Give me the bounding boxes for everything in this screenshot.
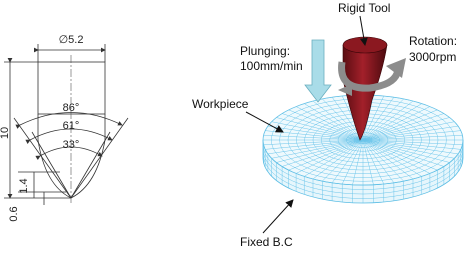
mesh-line xyxy=(362,98,404,141)
mesh-line xyxy=(362,139,385,185)
mesh-line xyxy=(362,130,461,141)
mesh-line xyxy=(271,121,364,141)
rotation-arrow xyxy=(386,58,406,78)
angle-label: 33° xyxy=(63,139,80,151)
mesh-line xyxy=(312,100,364,141)
mesh-line xyxy=(263,135,364,141)
mesh-line xyxy=(362,125,459,141)
mesh-line xyxy=(362,139,463,145)
mesh-line xyxy=(362,139,414,180)
mesh-line xyxy=(263,148,463,195)
mesh-line xyxy=(362,139,404,182)
mesh-line xyxy=(362,139,431,174)
mesh-line xyxy=(362,139,450,163)
mesh-line xyxy=(263,153,463,199)
cone-height-label: 1.4 xyxy=(18,178,30,193)
height-label: 10 xyxy=(0,127,11,139)
diameter-label: ∅5.2 xyxy=(59,34,84,46)
mesh-line xyxy=(362,139,444,167)
plunge-rate-label: 100mm/min xyxy=(240,59,303,73)
mesh-line xyxy=(271,139,364,159)
mesh-line xyxy=(331,139,364,183)
angle-label: 86° xyxy=(63,102,80,114)
mesh-line xyxy=(304,139,364,177)
mesh-line xyxy=(312,139,364,180)
mesh-line xyxy=(288,109,364,141)
mesh-line xyxy=(267,139,364,155)
mesh-line xyxy=(263,144,463,190)
mesh-line xyxy=(362,97,395,141)
mesh-line xyxy=(304,103,364,141)
rotation-label: Rotation: xyxy=(409,34,457,48)
tip-height-label: 0.6 xyxy=(8,206,20,221)
mesh-line xyxy=(362,139,374,185)
mesh-line xyxy=(276,117,364,141)
mesh-line xyxy=(341,139,364,185)
mesh-line xyxy=(362,139,459,155)
mesh-line xyxy=(362,113,444,141)
boundary-label: Fixed B.C xyxy=(240,235,293,249)
mesh-line xyxy=(362,106,431,141)
mesh-line xyxy=(362,117,450,141)
plunging-label: Plunging: xyxy=(240,44,290,58)
mesh-line xyxy=(362,139,461,150)
tool-drawing: ∅5.2 10 86° 61° 33° 1.4 0.6 xyxy=(0,34,129,222)
plunging-arrow xyxy=(304,39,332,103)
mesh-line xyxy=(282,139,364,167)
mesh-line xyxy=(282,113,364,141)
mesh-line xyxy=(362,139,455,159)
mesh-line xyxy=(322,139,364,182)
mesh-line xyxy=(362,121,455,141)
mesh-line xyxy=(362,103,422,141)
mesh-line xyxy=(362,100,414,141)
angle-label: 61° xyxy=(63,120,80,132)
tool-label: Rigid Tool xyxy=(338,1,390,15)
mesh-line xyxy=(362,135,463,141)
mesh-line xyxy=(265,139,364,150)
tool-body xyxy=(37,61,106,115)
mesh-line xyxy=(362,139,438,171)
mesh-line xyxy=(362,139,422,177)
mesh-line xyxy=(263,139,364,145)
mesh-line xyxy=(362,109,438,141)
mesh-line xyxy=(288,139,364,171)
rotation-rate-label: 3000rpm xyxy=(409,50,456,64)
mesh-line xyxy=(276,139,364,163)
mesh-line xyxy=(295,139,364,174)
mesh-line xyxy=(295,106,364,141)
mesh-line xyxy=(322,98,364,141)
mesh-line xyxy=(352,139,364,185)
workpiece-label: Workpiece xyxy=(192,97,249,111)
mesh-line xyxy=(362,95,385,141)
mesh-line xyxy=(362,139,395,183)
